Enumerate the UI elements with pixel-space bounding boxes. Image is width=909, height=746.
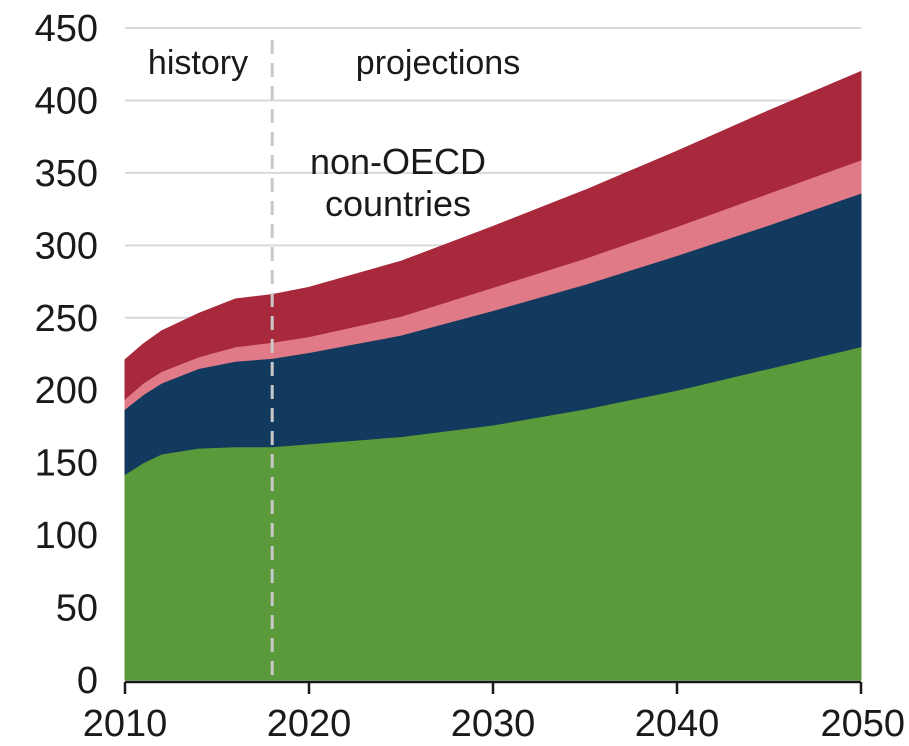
projections-label: projections: [356, 44, 520, 82]
stacked-areas: [124, 70, 862, 681]
y-tick-label: 450: [35, 8, 98, 50]
y-tick-label: 100: [35, 515, 98, 557]
y-tick-label: 250: [35, 298, 98, 340]
y-tick-label: 150: [35, 443, 98, 485]
x-tick-label: 2040: [635, 703, 720, 745]
region-label-line2: countries: [325, 183, 471, 224]
region-label-line1: non-OECD: [310, 141, 486, 182]
y-tick-label: 400: [35, 80, 98, 122]
history-label: history: [148, 44, 248, 82]
y-tick-label: 0: [77, 660, 98, 702]
x-tick-label: 2050: [820, 703, 905, 745]
x-tick-label: 2020: [267, 703, 352, 745]
area-series-4: [124, 70, 862, 401]
x-tick-label: 2010: [83, 703, 168, 745]
x-tick-label: 2030: [451, 703, 536, 745]
y-tick-label: 350: [35, 153, 98, 195]
y-tick-label: 50: [56, 588, 98, 630]
y-tick-label: 300: [35, 225, 98, 267]
y-tick-label: 200: [35, 370, 98, 412]
axes: 0 50 100 150 200 250 300 350 400 450 2010 2020 2030 2…: [35, 8, 905, 745]
